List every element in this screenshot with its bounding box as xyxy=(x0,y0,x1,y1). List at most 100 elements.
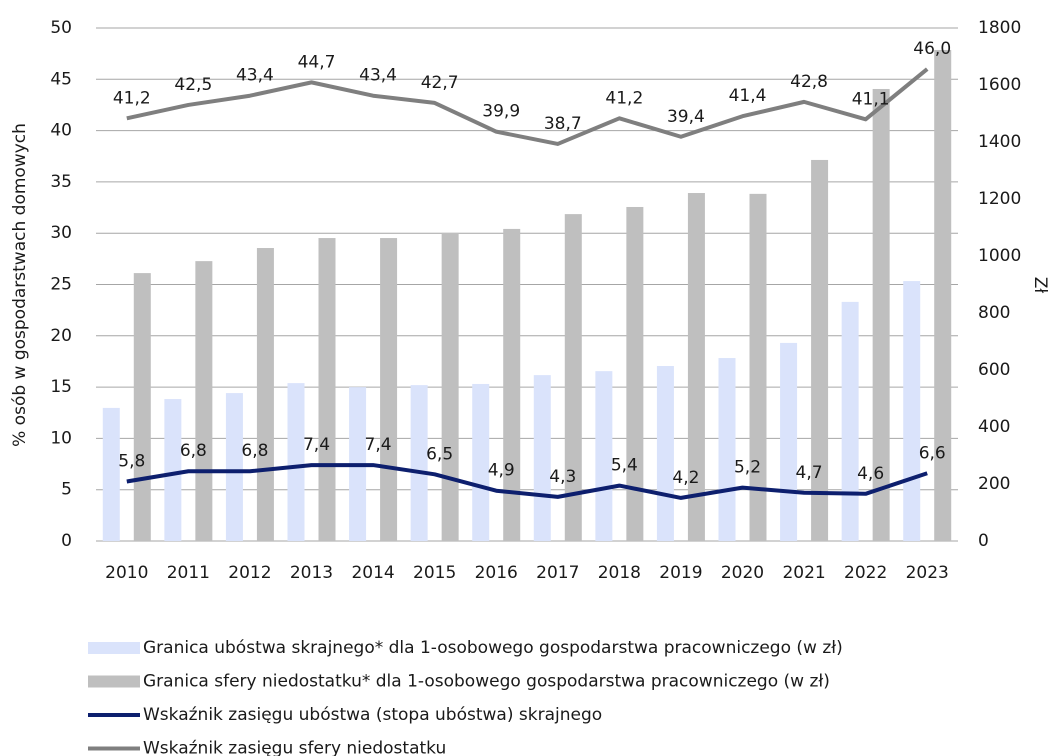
data-label: 44,7 xyxy=(298,52,336,72)
data-label: 4,3 xyxy=(549,467,576,487)
legend-swatch xyxy=(88,675,140,688)
data-label: 4,7 xyxy=(796,463,823,483)
data-label: 4,2 xyxy=(672,468,699,488)
y-axis-label: % osób w gospodarstwach domowych xyxy=(10,123,30,447)
data-label: 42,8 xyxy=(790,72,828,92)
legend-swatch xyxy=(88,642,140,654)
y2-tick-label: 1200 xyxy=(978,189,1021,209)
data-label: 5,2 xyxy=(734,458,761,478)
bar xyxy=(133,273,151,541)
y-tick-label: 35 xyxy=(50,172,72,192)
bar xyxy=(225,393,243,541)
x-tick-label: 2022 xyxy=(844,563,887,583)
bar xyxy=(903,281,921,541)
bar xyxy=(503,228,521,542)
data-label: 41,1 xyxy=(852,89,890,109)
y2-tick-label: 1800 xyxy=(978,18,1021,38)
data-label: 42,7 xyxy=(421,73,459,93)
bar xyxy=(564,214,582,542)
bar xyxy=(102,407,120,541)
y-tick-label: 10 xyxy=(50,428,72,448)
bar xyxy=(410,385,428,541)
data-label: 42,5 xyxy=(174,75,212,95)
bar xyxy=(441,232,459,542)
data-label: 4,6 xyxy=(857,464,884,484)
bar xyxy=(780,342,798,541)
bar xyxy=(472,383,490,541)
bar xyxy=(934,49,952,541)
y-tick-label: 40 xyxy=(50,121,72,141)
x-tick-label: 2018 xyxy=(598,563,641,583)
y2-tick-label: 600 xyxy=(978,360,1010,380)
y2-axis-label: Zł xyxy=(1030,277,1050,294)
y2-tick-label: 400 xyxy=(978,417,1010,437)
legend-label: Granica ubóstwa skrajnego* dla 1-osobowe… xyxy=(143,638,843,658)
data-label: 41,2 xyxy=(113,88,151,108)
data-label: 5,4 xyxy=(611,456,638,476)
y2-tick-label: 800 xyxy=(978,303,1010,323)
bar xyxy=(718,358,736,541)
data-label: 6,8 xyxy=(180,441,207,461)
bar xyxy=(687,193,705,541)
line xyxy=(126,67,929,146)
y-tick-label: 0 xyxy=(61,531,72,551)
bar xyxy=(380,238,398,542)
data-label: 39,9 xyxy=(482,102,520,122)
data-label: 43,4 xyxy=(359,66,397,86)
bar xyxy=(533,375,551,541)
x-tick-label: 2015 xyxy=(413,563,456,583)
x-tick-label: 2021 xyxy=(782,563,825,583)
x-tick-label: 2020 xyxy=(721,563,764,583)
bar xyxy=(287,383,305,541)
x-tick-label: 2012 xyxy=(228,563,271,583)
line xyxy=(126,463,928,500)
y2-tick-label: 1000 xyxy=(978,246,1021,266)
bar xyxy=(256,248,274,541)
y-tick-label: 20 xyxy=(50,326,72,346)
legend-label: Granica sfery niedostatku* dla 1-osobowe… xyxy=(143,672,830,692)
x-tick-label: 2019 xyxy=(659,563,702,583)
bar xyxy=(811,159,829,541)
x-tick-label: 2014 xyxy=(351,563,394,583)
y2-tick-label: 0 xyxy=(978,531,989,551)
x-tick-label: 2016 xyxy=(475,563,518,583)
data-label: 6,8 xyxy=(241,441,268,461)
data-label: 6,5 xyxy=(426,444,453,464)
data-label: 5,8 xyxy=(118,451,145,471)
data-label: 7,4 xyxy=(303,435,330,455)
data-label: 46,0 xyxy=(913,39,951,59)
data-label: 4,9 xyxy=(488,461,515,481)
y2-tick-label: 1400 xyxy=(978,132,1021,152)
bar xyxy=(872,88,890,542)
data-label: 6,6 xyxy=(919,443,946,463)
x-tick-label: 2023 xyxy=(906,563,949,583)
bar xyxy=(318,238,336,542)
data-label: 39,4 xyxy=(667,107,705,127)
bar xyxy=(195,261,213,541)
bar xyxy=(595,371,613,541)
x-tick-label: 2017 xyxy=(536,563,579,583)
y-tick-label: 45 xyxy=(50,69,72,89)
x-tick-label: 2013 xyxy=(290,563,333,583)
y2-tick-label: 200 xyxy=(978,474,1010,494)
data-label: 7,4 xyxy=(365,435,392,455)
data-label: 41,4 xyxy=(729,86,767,106)
data-label: 43,4 xyxy=(236,66,274,86)
data-label: 38,7 xyxy=(544,114,582,134)
y-tick-label: 25 xyxy=(50,275,72,295)
bar xyxy=(749,193,767,541)
y-tick-label: 30 xyxy=(50,223,72,243)
bar xyxy=(841,301,859,541)
x-tick-label: 2011 xyxy=(167,563,210,583)
x-tick-label: 2010 xyxy=(105,563,148,583)
bar xyxy=(626,206,644,542)
data-label: 41,2 xyxy=(605,88,643,108)
y2-tick-label: 1600 xyxy=(978,75,1021,95)
bar xyxy=(656,366,674,541)
bar xyxy=(164,399,182,541)
legend-label: Wskaźnik zasięgu sfery niedostatku xyxy=(143,739,446,756)
y-tick-label: 5 xyxy=(61,480,72,500)
y-tick-label: 50 xyxy=(50,18,72,38)
y-tick-label: 15 xyxy=(50,377,72,397)
